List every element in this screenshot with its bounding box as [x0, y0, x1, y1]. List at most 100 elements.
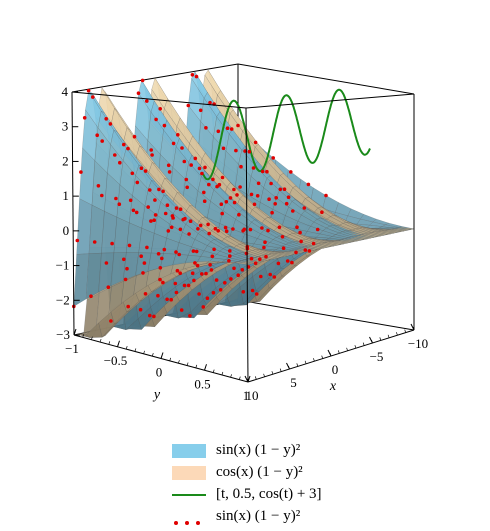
data-point	[123, 277, 128, 282]
data-point	[289, 170, 293, 174]
x-minor-tick	[362, 342, 365, 346]
data-point	[237, 212, 241, 217]
x-minor-tick	[296, 363, 299, 367]
data-point	[153, 198, 157, 202]
data-point	[174, 206, 179, 210]
box-edge	[71, 91, 75, 336]
data-point	[271, 156, 276, 160]
data-point	[145, 245, 149, 250]
data-point	[218, 288, 223, 292]
legend-label: [t, 0.5, cos(t) + 3]	[216, 486, 322, 502]
data-point	[216, 229, 220, 233]
data-point	[249, 192, 254, 197]
data-point	[291, 209, 295, 213]
data-point	[183, 216, 187, 221]
data-point	[260, 226, 264, 230]
data-point	[229, 277, 233, 281]
z-tick-label: 2	[62, 153, 69, 168]
data-point	[109, 319, 113, 323]
data-point	[299, 239, 303, 244]
data-point	[223, 225, 228, 230]
x-minor-tick	[346, 347, 348, 351]
data-point	[191, 249, 196, 253]
data-point	[324, 193, 328, 198]
data-point	[193, 261, 197, 265]
data-point	[281, 246, 286, 250]
data-point	[152, 218, 156, 222]
data-point	[197, 166, 202, 171]
data-point	[253, 261, 258, 266]
data-point	[157, 187, 161, 192]
data-point	[179, 308, 184, 312]
x-minor-tick	[313, 358, 315, 362]
y-minor-tick	[186, 362, 189, 366]
data-point	[225, 126, 230, 130]
y-tick-label: 1	[243, 388, 250, 403]
data-point	[302, 206, 307, 210]
data-point	[272, 275, 277, 279]
data-point	[235, 193, 239, 197]
data-point	[204, 271, 208, 276]
data-point	[162, 247, 167, 252]
data-point	[290, 260, 294, 265]
data-point	[232, 200, 237, 205]
data-point	[178, 227, 183, 232]
data-point	[241, 229, 245, 233]
data-point	[220, 175, 225, 180]
data-point	[269, 181, 273, 186]
x-minor-tick	[321, 355, 324, 359]
data-point	[142, 261, 147, 265]
data-point	[262, 245, 266, 250]
data-point	[153, 213, 158, 217]
legend: sin(x) (1 − y)² cos(x) (1 − y)² [t, 0.5,…	[172, 440, 372, 528]
plot-area[interactable]: 4 3 2 1 0 −1 −2 −3 −1 −0.5 0 0.5 1 y 10 5 0 −5 −10 x	[0, 0, 490, 420]
data-point	[250, 288, 255, 293]
data-point	[244, 251, 249, 256]
data-point	[192, 278, 196, 283]
data-point	[260, 169, 265, 174]
data-point	[207, 182, 211, 187]
data-point	[134, 210, 139, 215]
x-minor-tick	[329, 352, 332, 357]
data-point	[182, 159, 187, 164]
data-point	[148, 188, 152, 192]
data-point	[208, 100, 212, 105]
z-tick-label: −1	[56, 258, 70, 273]
y-minor-tick	[238, 376, 241, 380]
y-minor-tick	[169, 357, 172, 361]
data-point	[238, 185, 242, 189]
x-minor-tick	[396, 332, 398, 336]
data-point	[236, 123, 240, 128]
data-point	[267, 197, 271, 201]
data-point	[150, 153, 154, 157]
data-point	[197, 292, 201, 296]
data-point	[284, 201, 289, 206]
data-point	[206, 222, 210, 227]
data-point	[228, 254, 232, 258]
y-minor-tick	[73, 331, 76, 336]
data-point	[232, 266, 236, 271]
data-point	[193, 156, 198, 161]
data-point	[258, 257, 262, 262]
y-minor-tick	[151, 353, 154, 357]
data-point	[174, 250, 178, 254]
data-point	[196, 227, 200, 231]
box-edge	[245, 107, 249, 383]
data-point	[138, 307, 143, 312]
data-point	[286, 195, 291, 199]
x-tick-label: 10	[246, 388, 259, 403]
data-point	[198, 223, 203, 228]
z-tick-label: −2	[56, 292, 70, 307]
data-point	[79, 170, 83, 174]
data-point	[285, 259, 290, 263]
x-minor-tick	[379, 337, 382, 341]
data-point	[276, 261, 281, 266]
z-tick-label: 3	[62, 119, 69, 134]
legend-label: sin(x) (1 − y)²	[216, 442, 301, 458]
data-point	[216, 129, 221, 134]
data-point	[149, 148, 153, 152]
data-point	[207, 231, 211, 236]
data-point	[132, 134, 137, 139]
data-point	[188, 314, 192, 318]
